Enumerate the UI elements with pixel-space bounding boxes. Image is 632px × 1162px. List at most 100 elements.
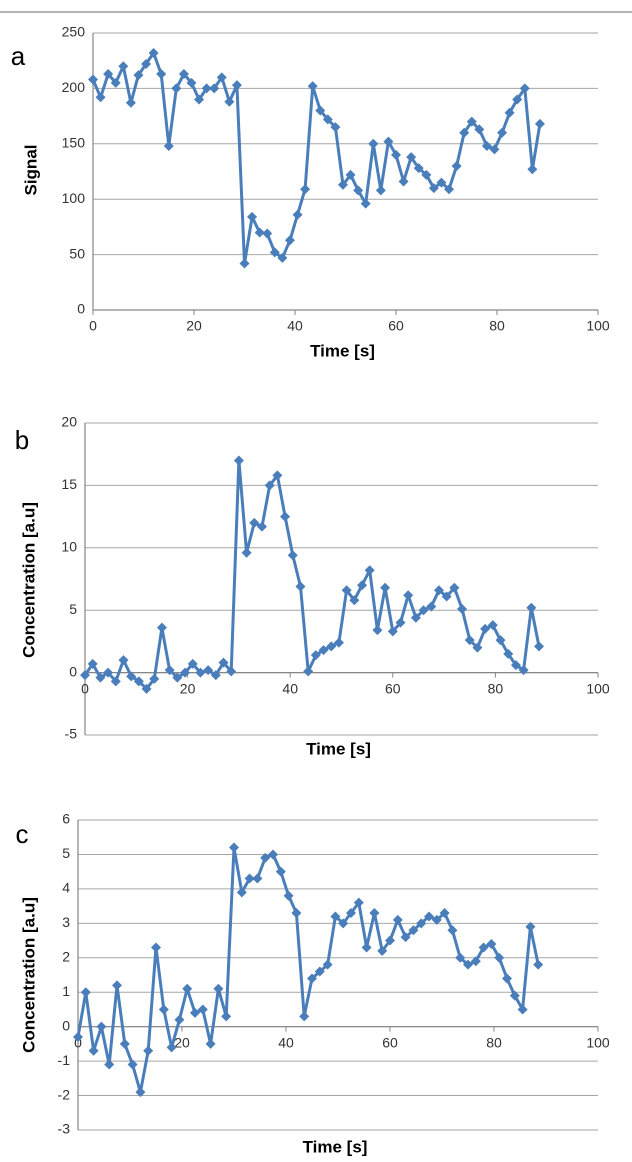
data-point (314, 966, 325, 977)
y-axis-title: Concentration [a.u] (19, 897, 38, 1053)
data-point (164, 665, 175, 676)
data-point (338, 918, 349, 929)
data-point (403, 590, 414, 601)
y-tick-label: 0 (62, 1017, 70, 1033)
data-point (383, 136, 394, 147)
y-tick-label: 0 (77, 301, 85, 317)
data-point (478, 942, 489, 953)
x-tick-label: 100 (586, 680, 610, 696)
y-tick-label: -5 (65, 726, 78, 742)
data-point (518, 665, 529, 676)
y-tick-label: 5 (69, 601, 77, 617)
data-point (527, 164, 538, 175)
panel-label: b (15, 425, 29, 455)
data-point (418, 605, 429, 616)
data-point (166, 1042, 177, 1053)
y-tick-label: -1 (58, 1052, 71, 1068)
data-point (218, 657, 229, 668)
data-point (156, 622, 167, 633)
data-point (73, 1032, 83, 1042)
data-point (322, 959, 333, 970)
y-tick-label: 50 (69, 245, 85, 261)
data-point (533, 959, 544, 970)
data-point (180, 667, 191, 678)
data-point (110, 676, 121, 687)
data-point (213, 983, 224, 994)
data-point (439, 908, 450, 918)
data-point (244, 873, 255, 884)
data-point (398, 176, 409, 187)
data-point (216, 72, 227, 83)
data-point (525, 921, 536, 932)
data-point (141, 59, 152, 70)
data-point (135, 1087, 146, 1098)
data-point (459, 127, 470, 138)
data-point (361, 942, 372, 953)
data-point (503, 648, 514, 659)
panel-label: a (11, 41, 26, 71)
data-point (203, 665, 214, 676)
data-point (369, 908, 380, 918)
data-point (431, 914, 442, 925)
data-point (410, 612, 421, 623)
data-point (307, 973, 317, 984)
data-point (502, 973, 512, 984)
data-point (387, 626, 398, 637)
data-point (504, 107, 515, 118)
data-point (300, 184, 311, 195)
y-tick-label: 20 (61, 414, 77, 430)
data-point (133, 676, 144, 687)
data-point (249, 517, 260, 528)
data-point (287, 550, 298, 561)
data-point (292, 209, 303, 220)
data-point (489, 144, 500, 155)
data-point (194, 94, 205, 105)
data-point (421, 169, 432, 180)
data-point (127, 1059, 138, 1070)
data-line (91, 51, 542, 265)
x-tick-label: 0 (81, 680, 89, 696)
y-tick-label: 100 (62, 190, 86, 206)
data-point (372, 625, 383, 636)
data-point (436, 177, 447, 188)
y-tick-label: 1 (62, 983, 70, 999)
data-point (368, 138, 379, 149)
data-point (158, 1004, 169, 1015)
data-point (209, 83, 220, 94)
data-line (76, 846, 540, 1094)
data-point (391, 149, 401, 160)
x-tick-label: 100 (586, 1034, 610, 1050)
data-point (87, 658, 98, 669)
data-point (303, 666, 314, 677)
data-point (318, 645, 329, 656)
y-tick-label: 10 (61, 539, 77, 555)
data-point (174, 1014, 185, 1025)
data-point (221, 1011, 232, 1022)
data-point (487, 620, 498, 631)
data-point (197, 1004, 208, 1015)
x-tick-label: 40 (278, 1034, 294, 1050)
data-point (315, 105, 326, 116)
data-point (80, 670, 90, 681)
data-point (470, 956, 481, 967)
data-point (345, 169, 356, 180)
data-point (133, 70, 144, 81)
x-axis-title: Time [s] (306, 739, 371, 758)
data-point (143, 1045, 154, 1056)
data-point (357, 580, 368, 591)
y-axis-title: Concentration [a.u] (19, 502, 38, 658)
y-tick-label: 250 (62, 24, 86, 40)
data-point (495, 635, 506, 646)
data-point (151, 942, 161, 953)
data-point (182, 983, 193, 994)
y-tick-label: 2 (62, 948, 70, 964)
data-point (307, 81, 318, 92)
x-tick-label: 20 (186, 318, 202, 334)
data-point (201, 83, 212, 94)
data-point (353, 185, 364, 196)
data-point (118, 655, 129, 666)
data-point (269, 247, 280, 258)
data-point (451, 160, 462, 171)
data-point (474, 124, 485, 135)
